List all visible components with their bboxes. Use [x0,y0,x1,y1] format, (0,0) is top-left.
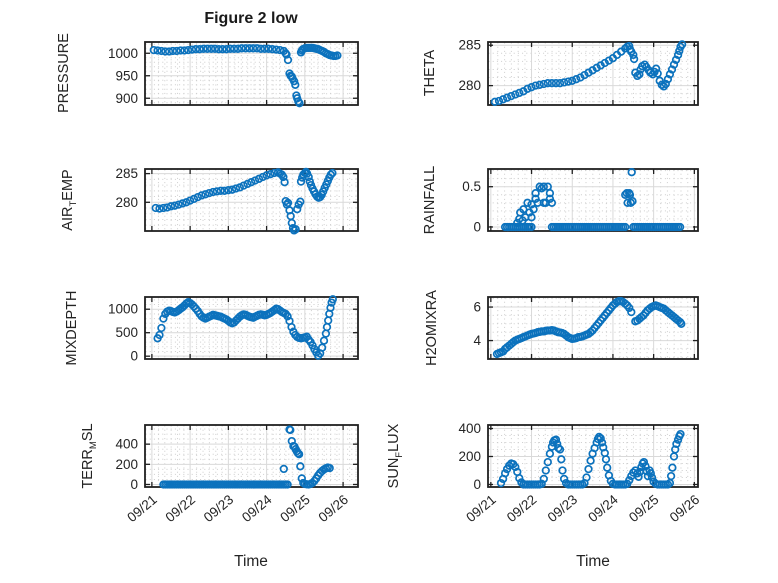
axes-pressure: 900 950 1000 [108,41,359,108]
svg-text:285: 285 [115,166,138,181]
svg-text:09/25: 09/25 [626,492,662,525]
svg-text:1000: 1000 [108,46,138,61]
svg-text:09/26: 09/26 [315,492,351,525]
axes-h2omixra: 46 [473,296,699,360]
axes-sun-flux: 09/21 09/22 09/23 09/24 09/25 09/26 0 200 400 [458,421,702,525]
svg-text:09/22: 09/22 [504,492,540,525]
svg-text:0.5: 0.5 [462,179,481,194]
svg-text:400: 400 [115,437,138,452]
x-axis-title-left: Time [234,553,268,570]
svg-text:1000: 1000 [108,302,138,317]
svg-text:4: 4 [473,333,481,348]
axes-terr-msl: 09/21 09/22 09/23 09/24 09/25 09/26 0 200 400 [115,424,359,525]
y-axis-label-sun-flux: SUNFLUX [386,423,405,489]
svg-text:09/26: 09/26 [667,492,703,525]
axes-mixdepth: 0 500 1000 [108,295,359,364]
svg-text:09/22: 09/22 [163,492,199,525]
y-axis-label-h2omixra: H2OMIXRA [424,290,440,366]
svg-text:09/21: 09/21 [124,492,160,525]
svg-text:280: 280 [115,195,138,210]
y-axis-label-terr-msl: TERRMSL [80,423,99,489]
x-axis-title-right: Time [576,553,610,570]
svg-text:09/23: 09/23 [545,492,581,525]
figure-title: Figure 2 low [204,10,298,27]
svg-text:0: 0 [473,477,481,492]
svg-text:09/24: 09/24 [585,492,621,526]
svg-text:285: 285 [458,38,481,53]
svg-text:0: 0 [130,349,138,364]
svg-text:400: 400 [458,421,481,436]
svg-text:09/21: 09/21 [463,492,499,525]
svg-text:500: 500 [115,325,138,340]
svg-text:900: 900 [115,91,138,106]
svg-text:09/23: 09/23 [201,492,237,525]
svg-text:09/25: 09/25 [277,492,313,525]
axes-rainfall: 00.5 [462,168,699,234]
axes-theta: 280 285 [458,38,699,106]
svg-text:280: 280 [458,78,481,93]
svg-text:950: 950 [115,68,138,83]
svg-text:0: 0 [130,477,138,492]
svg-text:6: 6 [473,300,481,315]
svg-text:09/24: 09/24 [239,492,275,526]
svg-text:0: 0 [473,219,481,234]
svg-text:200: 200 [458,449,481,464]
svg-text:200: 200 [115,457,138,472]
axes-air-temp: 280 285 [115,166,359,235]
